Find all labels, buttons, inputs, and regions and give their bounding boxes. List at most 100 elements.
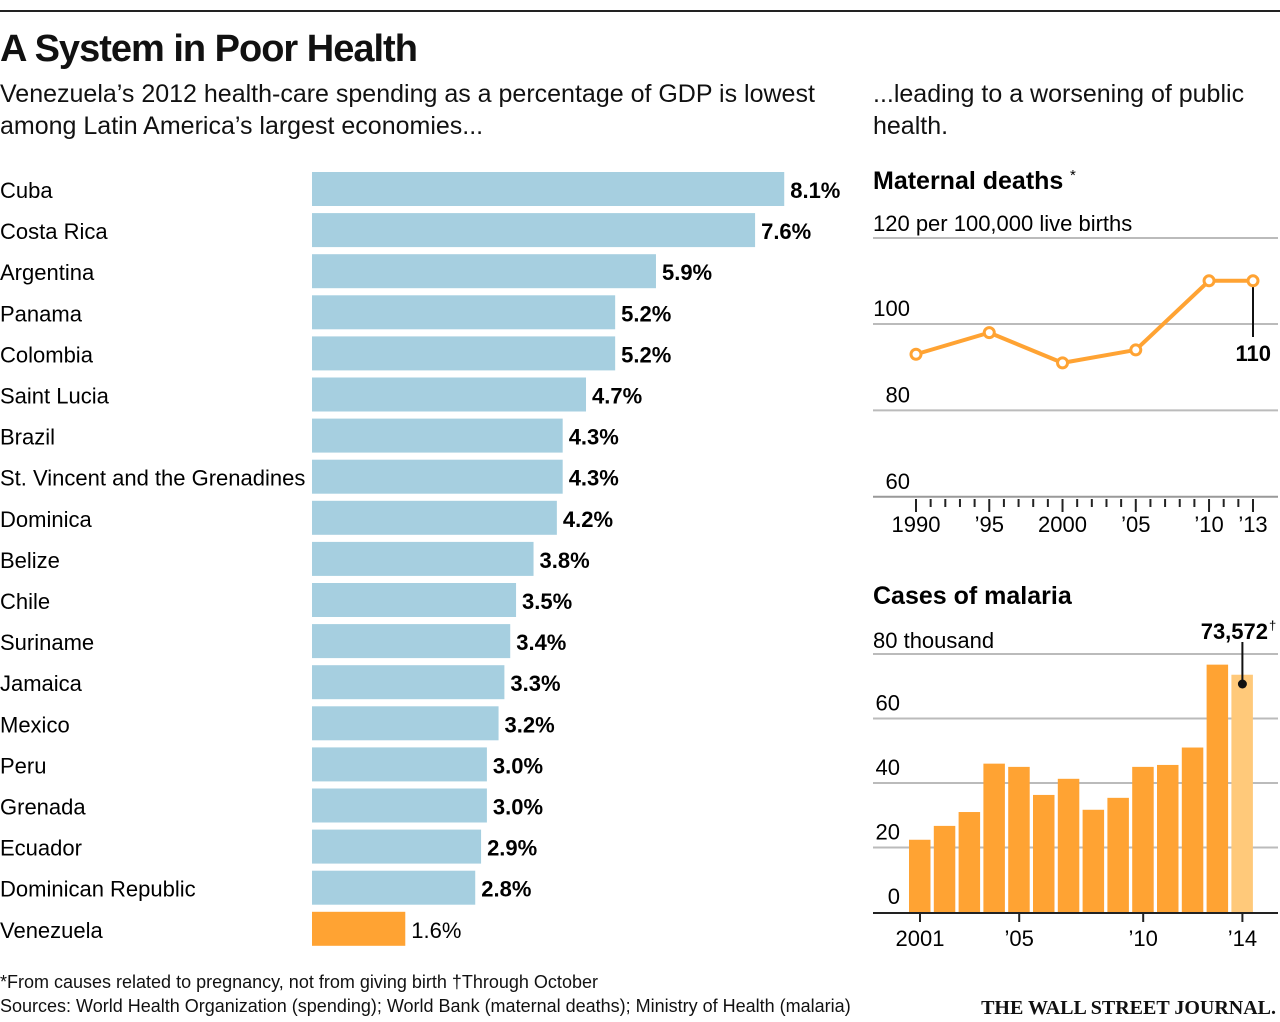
- x-tick-label: 2000: [1038, 512, 1087, 537]
- malaria-bar-2003: [958, 812, 981, 912]
- y-tick-label: 60: [876, 691, 900, 716]
- x-tick-label: 2001: [896, 926, 945, 951]
- value-label: 4.7%: [592, 384, 642, 409]
- x-tick-label: ’95: [975, 512, 1004, 537]
- country-label: Cuba: [0, 178, 53, 203]
- country-label: Chile: [0, 589, 50, 614]
- data-point: [1246, 274, 1260, 288]
- bar-dominica: [312, 500, 557, 535]
- malaria-bar-2005: [1008, 766, 1030, 912]
- value-label: 5.2%: [621, 301, 671, 326]
- malaria-bar-2009: [1107, 797, 1129, 912]
- malaria-bar-2011: [1157, 764, 1179, 912]
- malaria-annotation: 73,572: [1201, 619, 1268, 644]
- value-label: 4.2%: [563, 507, 613, 532]
- x-tick-label: ’05: [1005, 926, 1034, 951]
- data-point: [1056, 356, 1070, 370]
- country-label: Mexico: [0, 712, 70, 737]
- value-label: 4.3%: [569, 466, 619, 491]
- x-tick-label: ’05: [1121, 512, 1150, 537]
- value-label: 2.8%: [481, 877, 531, 902]
- country-label: Costa Rica: [0, 219, 108, 244]
- malaria-bar-2008: [1082, 809, 1105, 912]
- value-label: 1.6%: [411, 918, 461, 943]
- top-rule: [0, 10, 1280, 12]
- country-label: Suriname: [0, 630, 94, 655]
- bar-saint-lucia: [312, 377, 587, 412]
- country-label: Venezuela: [0, 918, 104, 943]
- bar-st-vincent-and-the-grenadines: [312, 459, 563, 494]
- x-tick-label: ’10: [1129, 926, 1158, 951]
- malaria-title: Cases of malaria: [873, 582, 1073, 610]
- value-label: 8.1%: [790, 178, 840, 203]
- data-point: [909, 347, 923, 361]
- publisher-logo: THE WALL STREET JOURNAL.: [981, 997, 1276, 1019]
- value-label: 7.6%: [761, 219, 811, 244]
- data-point: [1129, 343, 1143, 357]
- country-label: Colombia: [0, 342, 94, 367]
- value-label: 3.2%: [505, 712, 555, 737]
- malaria-bar-2004: [983, 763, 1005, 912]
- malaria-bar-2007: [1057, 778, 1080, 912]
- x-tick-label: 1990: [892, 512, 941, 537]
- data-point: [982, 326, 996, 340]
- bar-jamaica: [312, 665, 505, 700]
- chart-title: A System in Poor Health: [0, 28, 418, 70]
- country-label: Belize: [0, 548, 60, 573]
- bar-argentina: [312, 254, 656, 289]
- maternal-title: Maternal deaths: [873, 167, 1063, 195]
- bar-venezuela: [312, 911, 406, 946]
- data-point: [1202, 274, 1216, 288]
- bar-colombia: [312, 336, 616, 371]
- malaria-bar-2013: [1206, 664, 1229, 912]
- country-label: St. Vincent and the Grenadines: [0, 466, 305, 491]
- country-label: Argentina: [0, 260, 95, 285]
- country-label: Brazil: [0, 425, 55, 450]
- bar-suriname: [312, 624, 511, 659]
- bar-peru: [312, 747, 487, 782]
- country-label: Saint Lucia: [0, 384, 110, 409]
- malaria-bar-2006: [1033, 794, 1055, 912]
- maternal-title-mark: *: [1070, 167, 1076, 184]
- value-label: 3.0%: [493, 795, 543, 820]
- subtitle-right: ...leading to a worsening of public heal…: [873, 80, 1245, 140]
- y-tick-label: 60: [886, 469, 910, 494]
- country-label: Ecuador: [0, 836, 82, 861]
- malaria-annotation-mark: †: [1269, 618, 1276, 633]
- bar-dominican-republic: [312, 870, 476, 905]
- y-tick-label: 100: [873, 296, 910, 321]
- bar-belize: [312, 541, 534, 576]
- malaria-bar-2010: [1132, 766, 1154, 912]
- bar-brazil: [312, 418, 563, 453]
- subtitle-left: Venezuela’s 2012 health-care spending as…: [0, 80, 815, 140]
- bar-panama: [312, 295, 616, 330]
- malaria-unit-label: 80 thousand: [873, 628, 994, 653]
- x-tick-label: ’10: [1194, 512, 1223, 537]
- y-tick-label: 40: [876, 755, 900, 780]
- bar-chile: [312, 583, 517, 617]
- country-label: Dominica: [0, 507, 92, 532]
- value-label: 3.5%: [522, 589, 572, 614]
- country-label: Jamaica: [0, 671, 83, 696]
- value-label: 5.9%: [662, 260, 712, 285]
- y-tick-label: 80: [886, 382, 910, 407]
- value-label: 3.3%: [510, 671, 560, 696]
- y-tick-label: 0: [888, 884, 900, 909]
- malaria-bar-2002: [933, 825, 956, 912]
- y-tick-label: 20: [876, 820, 900, 845]
- sources: Sources: World Health Organization (spen…: [0, 996, 851, 1016]
- maternal-line: [915, 278, 1253, 365]
- maternal-unit-label: 120 per 100,000 live births: [873, 211, 1132, 236]
- value-label: 3.0%: [493, 753, 543, 778]
- country-label: Peru: [0, 753, 46, 778]
- malaria-bar-2014: [1231, 674, 1253, 912]
- bar-grenada: [312, 788, 487, 823]
- country-label: Grenada: [0, 795, 86, 820]
- country-label: Panama: [0, 301, 83, 326]
- value-label: 5.2%: [621, 342, 671, 367]
- x-tick-label: ’14: [1228, 926, 1257, 951]
- country-label: Dominican Republic: [0, 877, 196, 902]
- bar-mexico: [312, 706, 499, 741]
- value-label: 3.8%: [540, 548, 590, 573]
